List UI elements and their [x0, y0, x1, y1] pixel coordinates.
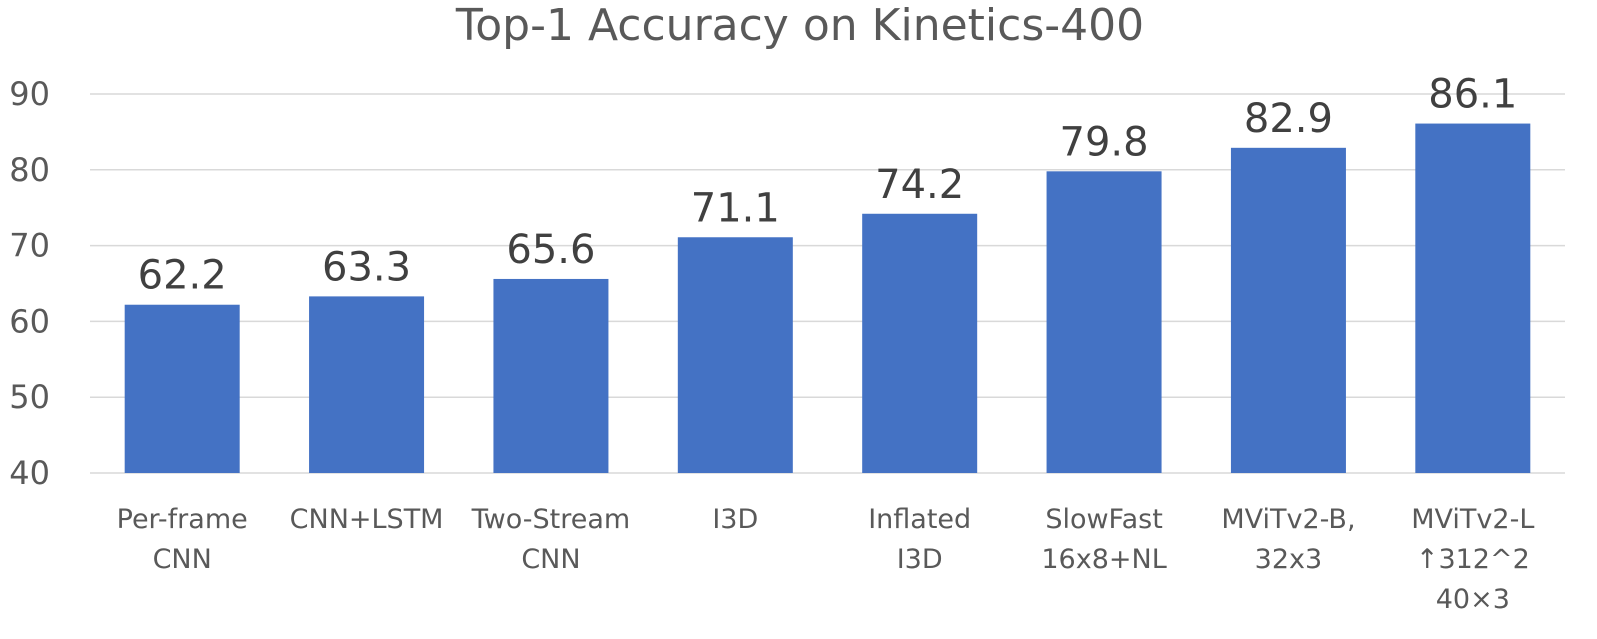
bar: [1415, 123, 1531, 473]
x-tick-label: I3D: [712, 504, 758, 535]
data-label: 71.1: [691, 185, 780, 231]
bar: [309, 296, 425, 473]
data-label: 82.9: [1244, 96, 1333, 142]
data-label: 62.2: [138, 253, 227, 299]
bar: [493, 278, 609, 473]
x-tick-label: SlowFast 16x8+NL: [1041, 504, 1166, 575]
x-tick-label: Two-Stream CNN: [471, 504, 631, 575]
x-tick-label-line: ↑312^2: [1416, 544, 1530, 575]
y-tick-label: 70: [9, 227, 50, 265]
x-tick-label-line: I3D: [897, 544, 943, 575]
x-tick-label-line: Two-Stream: [471, 504, 631, 535]
x-tick-label-line: 40×3: [1436, 584, 1510, 615]
x-tick-label: Inflated I3D: [868, 504, 971, 575]
bars: [124, 123, 1531, 474]
y-tick-label: 40: [9, 454, 50, 492]
data-label: 86.1: [1428, 72, 1517, 118]
x-tick-label-line: 32x3: [1255, 544, 1323, 575]
x-tick-label-line: I3D: [712, 504, 758, 535]
bar: [1230, 147, 1346, 473]
x-tick-label: MViTv2-B, 32x3: [1221, 504, 1355, 575]
bar: [862, 213, 978, 474]
x-tick-label-line: Inflated: [868, 504, 971, 535]
x-tick-label-line: CNN: [153, 544, 212, 575]
y-axis-ticks: 40 50 60 70 80 90: [9, 75, 50, 492]
x-tick-label-line: CNN+LSTM: [290, 504, 444, 535]
x-tick-label: MViTv2-L ↑312^2 40×3: [1411, 504, 1534, 615]
x-tick-label-line: CNN: [521, 544, 580, 575]
data-label: 63.3: [322, 244, 411, 290]
y-tick-label: 90: [9, 75, 50, 113]
x-tick-label: CNN+LSTM: [290, 504, 444, 535]
bar: [677, 237, 793, 473]
data-label: 74.2: [875, 162, 964, 208]
x-tick-label-line: SlowFast: [1045, 504, 1163, 535]
x-tick-label-line: MViTv2-L: [1411, 504, 1534, 535]
bar: [1046, 171, 1162, 474]
y-tick-label: 60: [9, 302, 50, 340]
x-tick-label: Per-frame CNN: [117, 504, 248, 575]
chart-title: Top-1 Accuracy on Kinetics-400: [455, 0, 1144, 51]
x-tick-label-line: 16x8+NL: [1041, 544, 1166, 575]
y-tick-label: 50: [9, 378, 50, 416]
x-tick-label-line: Per-frame: [117, 504, 248, 535]
data-label: 79.8: [1060, 119, 1149, 165]
bar: [124, 304, 240, 473]
data-label: 65.6: [506, 227, 595, 273]
data-labels: 62.2 63.3 65.6 71.1 74.2 79.8 82.9 86.1: [138, 72, 1518, 299]
x-tick-label-line: MViTv2-B,: [1221, 504, 1355, 535]
y-tick-label: 80: [9, 151, 50, 189]
